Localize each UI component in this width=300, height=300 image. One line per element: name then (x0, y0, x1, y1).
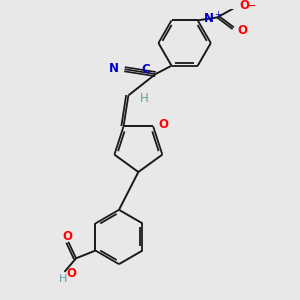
Text: H: H (140, 92, 149, 105)
Text: O: O (158, 118, 168, 131)
Text: H: H (59, 274, 68, 284)
Text: O: O (239, 0, 249, 12)
Text: O: O (66, 267, 76, 280)
Text: N: N (204, 12, 214, 25)
Text: O: O (62, 230, 72, 242)
Text: O: O (238, 24, 248, 37)
Text: +: + (214, 10, 221, 19)
Text: C: C (141, 63, 150, 76)
Text: N: N (109, 62, 119, 75)
Text: −: − (246, 0, 257, 13)
